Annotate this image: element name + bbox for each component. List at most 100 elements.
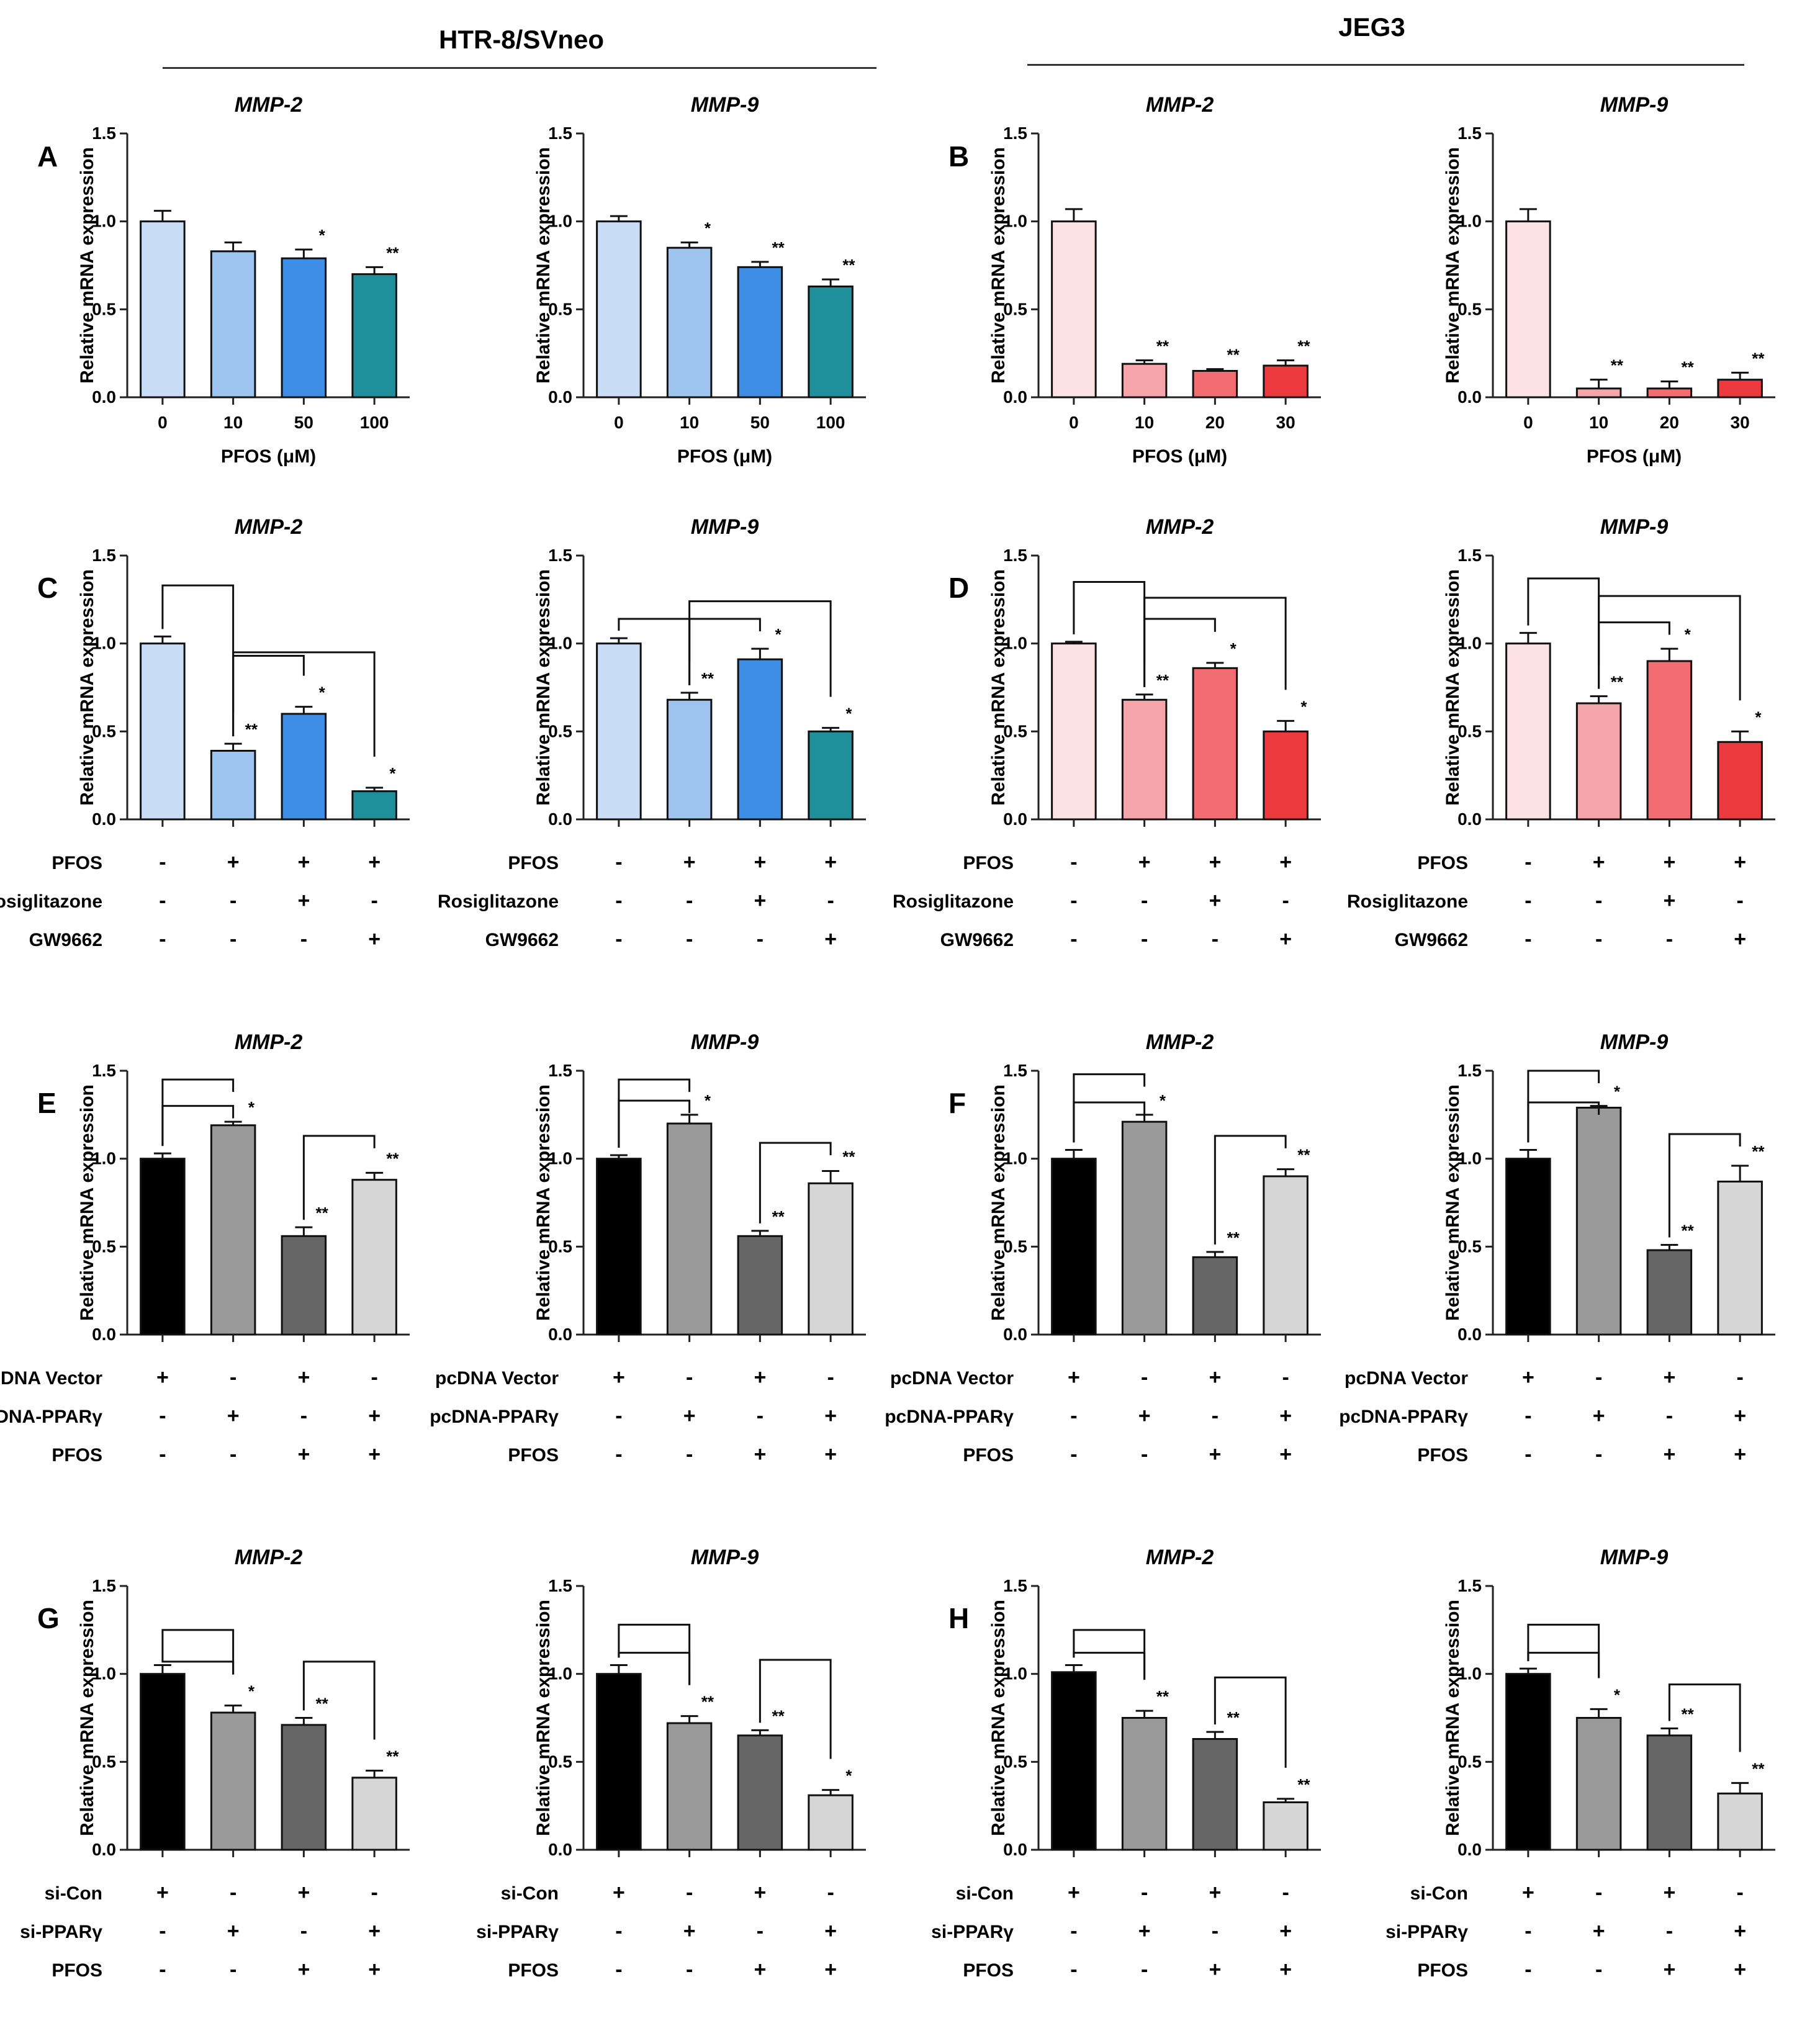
bar xyxy=(140,1673,186,1851)
condition-sign: + xyxy=(824,850,837,874)
chart-title: MMP-2 xyxy=(1146,93,1214,117)
x-tick-label: 0 xyxy=(158,413,168,432)
y-tick-label: 1.5 xyxy=(1003,546,1027,565)
condition-sign: - xyxy=(300,1404,307,1428)
condition-sign: - xyxy=(1595,1881,1602,1904)
condition-sign: + xyxy=(1522,1366,1534,1389)
chart-panel: G MMP-2 Relative mRNA expression 0.0 0.5 1.0 1… xyxy=(0,1546,422,1993)
y-tick-label: 0.5 xyxy=(1003,1236,1027,1256)
chart-panel: C MMP-2 Relative mRNA expression 0.0 0.5 1.0 1… xyxy=(0,515,422,962)
y-axis-label: Relative mRNA expression xyxy=(988,1084,1009,1321)
condition-sign: - xyxy=(1141,1443,1148,1466)
condition-sign: - xyxy=(1595,889,1602,912)
chart-svg: MMP-9 Relative mRNA expression 0.0 0.5 1.0 1.… xyxy=(1443,93,1775,467)
chart-svg: MMP-2 Relative mRNA expression 0.0 0.5 1.0 1.… xyxy=(20,1546,410,1981)
y-tick-label: 0.0 xyxy=(548,387,572,407)
chart-title: MMP-9 xyxy=(1600,1546,1669,1569)
x-axis-label: PFOS (μM) xyxy=(221,446,316,467)
significance-label: ** xyxy=(1297,337,1310,356)
condition-sign: + xyxy=(824,1958,837,1981)
bar xyxy=(596,1158,642,1336)
bar xyxy=(596,642,642,821)
condition-row-label: PFOS xyxy=(508,853,559,873)
condition-sign: - xyxy=(1595,1443,1602,1466)
chart-svg: MMP-2 Relative mRNA expression 0.0 0.5 1.0 1.… xyxy=(988,93,1321,467)
condition-row-label: GW9662 xyxy=(485,930,559,950)
significance-bracket xyxy=(688,600,832,697)
significance-label: ** xyxy=(842,1148,855,1166)
x-tick-label: 10 xyxy=(223,413,243,432)
x-tick-label: 100 xyxy=(360,413,389,432)
condition-sign: - xyxy=(1525,850,1531,874)
x-tick-label: 20 xyxy=(1660,413,1679,432)
chart-panel: MMP-9 Relative mRNA expression 0.0 0.5 1.0 1.… xyxy=(456,93,878,540)
significance-label: ** xyxy=(386,1149,399,1168)
condition-sign: - xyxy=(1736,1366,1743,1389)
chart-title: MMP-2 xyxy=(235,515,303,539)
bar xyxy=(1192,370,1238,399)
bar xyxy=(1121,363,1168,399)
chart-panel: B MMP-2 Relative mRNA expression 0.0 0.5 1.0 1… xyxy=(911,93,1333,540)
significance-bracket xyxy=(1143,597,1287,690)
significance-bracket xyxy=(302,1660,376,1740)
chart-panel: E MMP-2 Relative mRNA expression 0.0 0.5 1.0 1… xyxy=(0,1030,422,1477)
condition-sign: - xyxy=(1282,1881,1289,1904)
significance-label: ** xyxy=(1682,358,1695,377)
y-tick-label: 0.5 xyxy=(548,1752,572,1771)
condition-row-label: Rosiglitazone xyxy=(0,891,102,912)
left-column-title: HTR-8/SVneo xyxy=(438,25,605,54)
condition-sign: + xyxy=(368,927,381,951)
y-tick-label: 1.5 xyxy=(1003,124,1027,143)
x-axis-label: PFOS (μM) xyxy=(1132,446,1227,467)
condition-sign: + xyxy=(227,1919,240,1943)
chart-svg: MMP-9 Relative mRNA expression 0.0 0.5 1.0 1.… xyxy=(476,1546,866,1981)
significance-label: * xyxy=(1755,708,1762,726)
condition-row-label: Rosiglitazone xyxy=(438,891,559,912)
bar xyxy=(1717,741,1763,821)
condition-sign: - xyxy=(686,889,693,912)
bar xyxy=(281,1235,327,1336)
significance-label: * xyxy=(845,705,852,723)
y-axis-label: Relative mRNA expression xyxy=(77,569,97,806)
x-tick-label: 50 xyxy=(294,413,313,432)
chart-svg: MMP-2 Relative mRNA expression 0.0 0.5 1.0 1.… xyxy=(931,1546,1321,1981)
condition-row-label: PFOS xyxy=(508,1960,559,1981)
condition-row-label: si-PPARγ xyxy=(476,1922,559,1942)
chart-svg: MMP-2 Relative mRNA expression 0.0 0.5 1.0 1.… xyxy=(0,1030,410,1466)
significance-label: * xyxy=(389,764,396,783)
condition-sign: - xyxy=(615,850,622,874)
condition-row-label: pcDNA-PPARγ xyxy=(0,1407,102,1427)
condition-row-label: si-Con xyxy=(1410,1883,1468,1904)
condition-row-label: pcDNA-PPARγ xyxy=(1339,1407,1468,1427)
condition-sign: - xyxy=(827,1366,834,1389)
chart-title: MMP-9 xyxy=(1600,1030,1669,1054)
bar xyxy=(1121,698,1168,821)
condition-sign: + xyxy=(1663,1958,1675,1981)
significance-bracket xyxy=(161,1657,235,1675)
bar xyxy=(666,1122,713,1336)
y-tick-label: 0.0 xyxy=(1457,1840,1482,1859)
condition-sign: - xyxy=(230,889,237,912)
chart-title: MMP-2 xyxy=(1146,1030,1214,1054)
significance-bracket xyxy=(759,1659,832,1759)
condition-sign: + xyxy=(1279,927,1292,951)
condition-sign: + xyxy=(368,850,381,874)
y-tick-label: 0.0 xyxy=(548,1840,572,1859)
bar xyxy=(1575,1107,1622,1336)
bar xyxy=(1051,642,1097,821)
condition-sign: - xyxy=(159,1919,166,1943)
condition-sign: + xyxy=(227,1404,240,1428)
condition-sign: + xyxy=(824,1919,837,1943)
bar xyxy=(1051,220,1097,399)
condition-sign: - xyxy=(686,1958,693,1981)
bar xyxy=(1717,1792,1763,1851)
significance-label: ** xyxy=(1611,673,1624,691)
right-column-rule xyxy=(1027,64,1744,66)
significance-bracket xyxy=(1214,1676,1287,1768)
y-tick-label: 1.0 xyxy=(92,1149,116,1168)
condition-sign: - xyxy=(615,927,622,951)
y-axis-label: Relative mRNA expression xyxy=(988,569,1009,806)
y-tick-label: 1.5 xyxy=(92,1576,116,1595)
y-tick-label: 1.5 xyxy=(1003,1576,1027,1595)
y-tick-label: 0.5 xyxy=(1457,299,1482,318)
